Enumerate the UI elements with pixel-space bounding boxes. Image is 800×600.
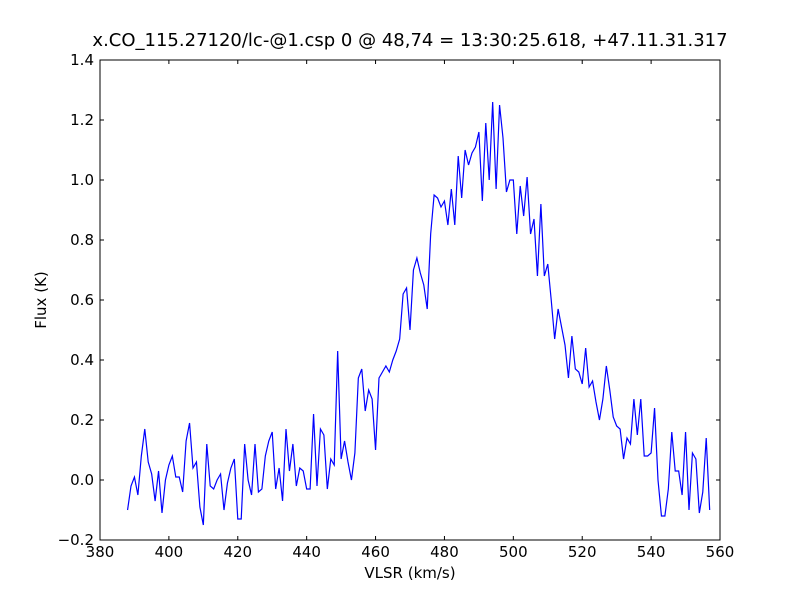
x-tick-label: 440 — [292, 543, 321, 561]
plot-frame — [99, 59, 721, 541]
y-tick-label: 1.0 — [70, 171, 94, 189]
x-tick-label: 400 — [155, 543, 184, 561]
x-tick-label: 520 — [568, 543, 597, 561]
y-tick-label: 1.2 — [70, 111, 94, 129]
y-tick-label: 0.8 — [70, 231, 94, 249]
y-axis-label: Flux (K) — [32, 271, 50, 329]
data-line — [126, 101, 711, 526]
y-tick-label: 0.2 — [70, 411, 94, 429]
x-tick-label: 560 — [706, 543, 735, 561]
y-tick-label: 0.4 — [70, 351, 94, 369]
x-tick-label: 500 — [499, 543, 528, 561]
y-tick-label: −0.2 — [58, 531, 94, 549]
x-tick-label: 540 — [637, 543, 666, 561]
x-tick-label: 480 — [430, 543, 459, 561]
x-tick-label: 460 — [361, 543, 390, 561]
x-tick-label: 420 — [223, 543, 252, 561]
chart-title: x.CO_115.27120/lc-@1.csp 0 @ 48,74 = 13:… — [92, 30, 727, 51]
y-tick-label: 0.0 — [70, 471, 94, 489]
y-tick-label: 0.6 — [70, 291, 94, 309]
x-axis-label: VLSR (km/s) — [364, 564, 455, 582]
y-tick-label: 1.4 — [70, 51, 94, 69]
x-tick-label: 380 — [86, 543, 115, 561]
